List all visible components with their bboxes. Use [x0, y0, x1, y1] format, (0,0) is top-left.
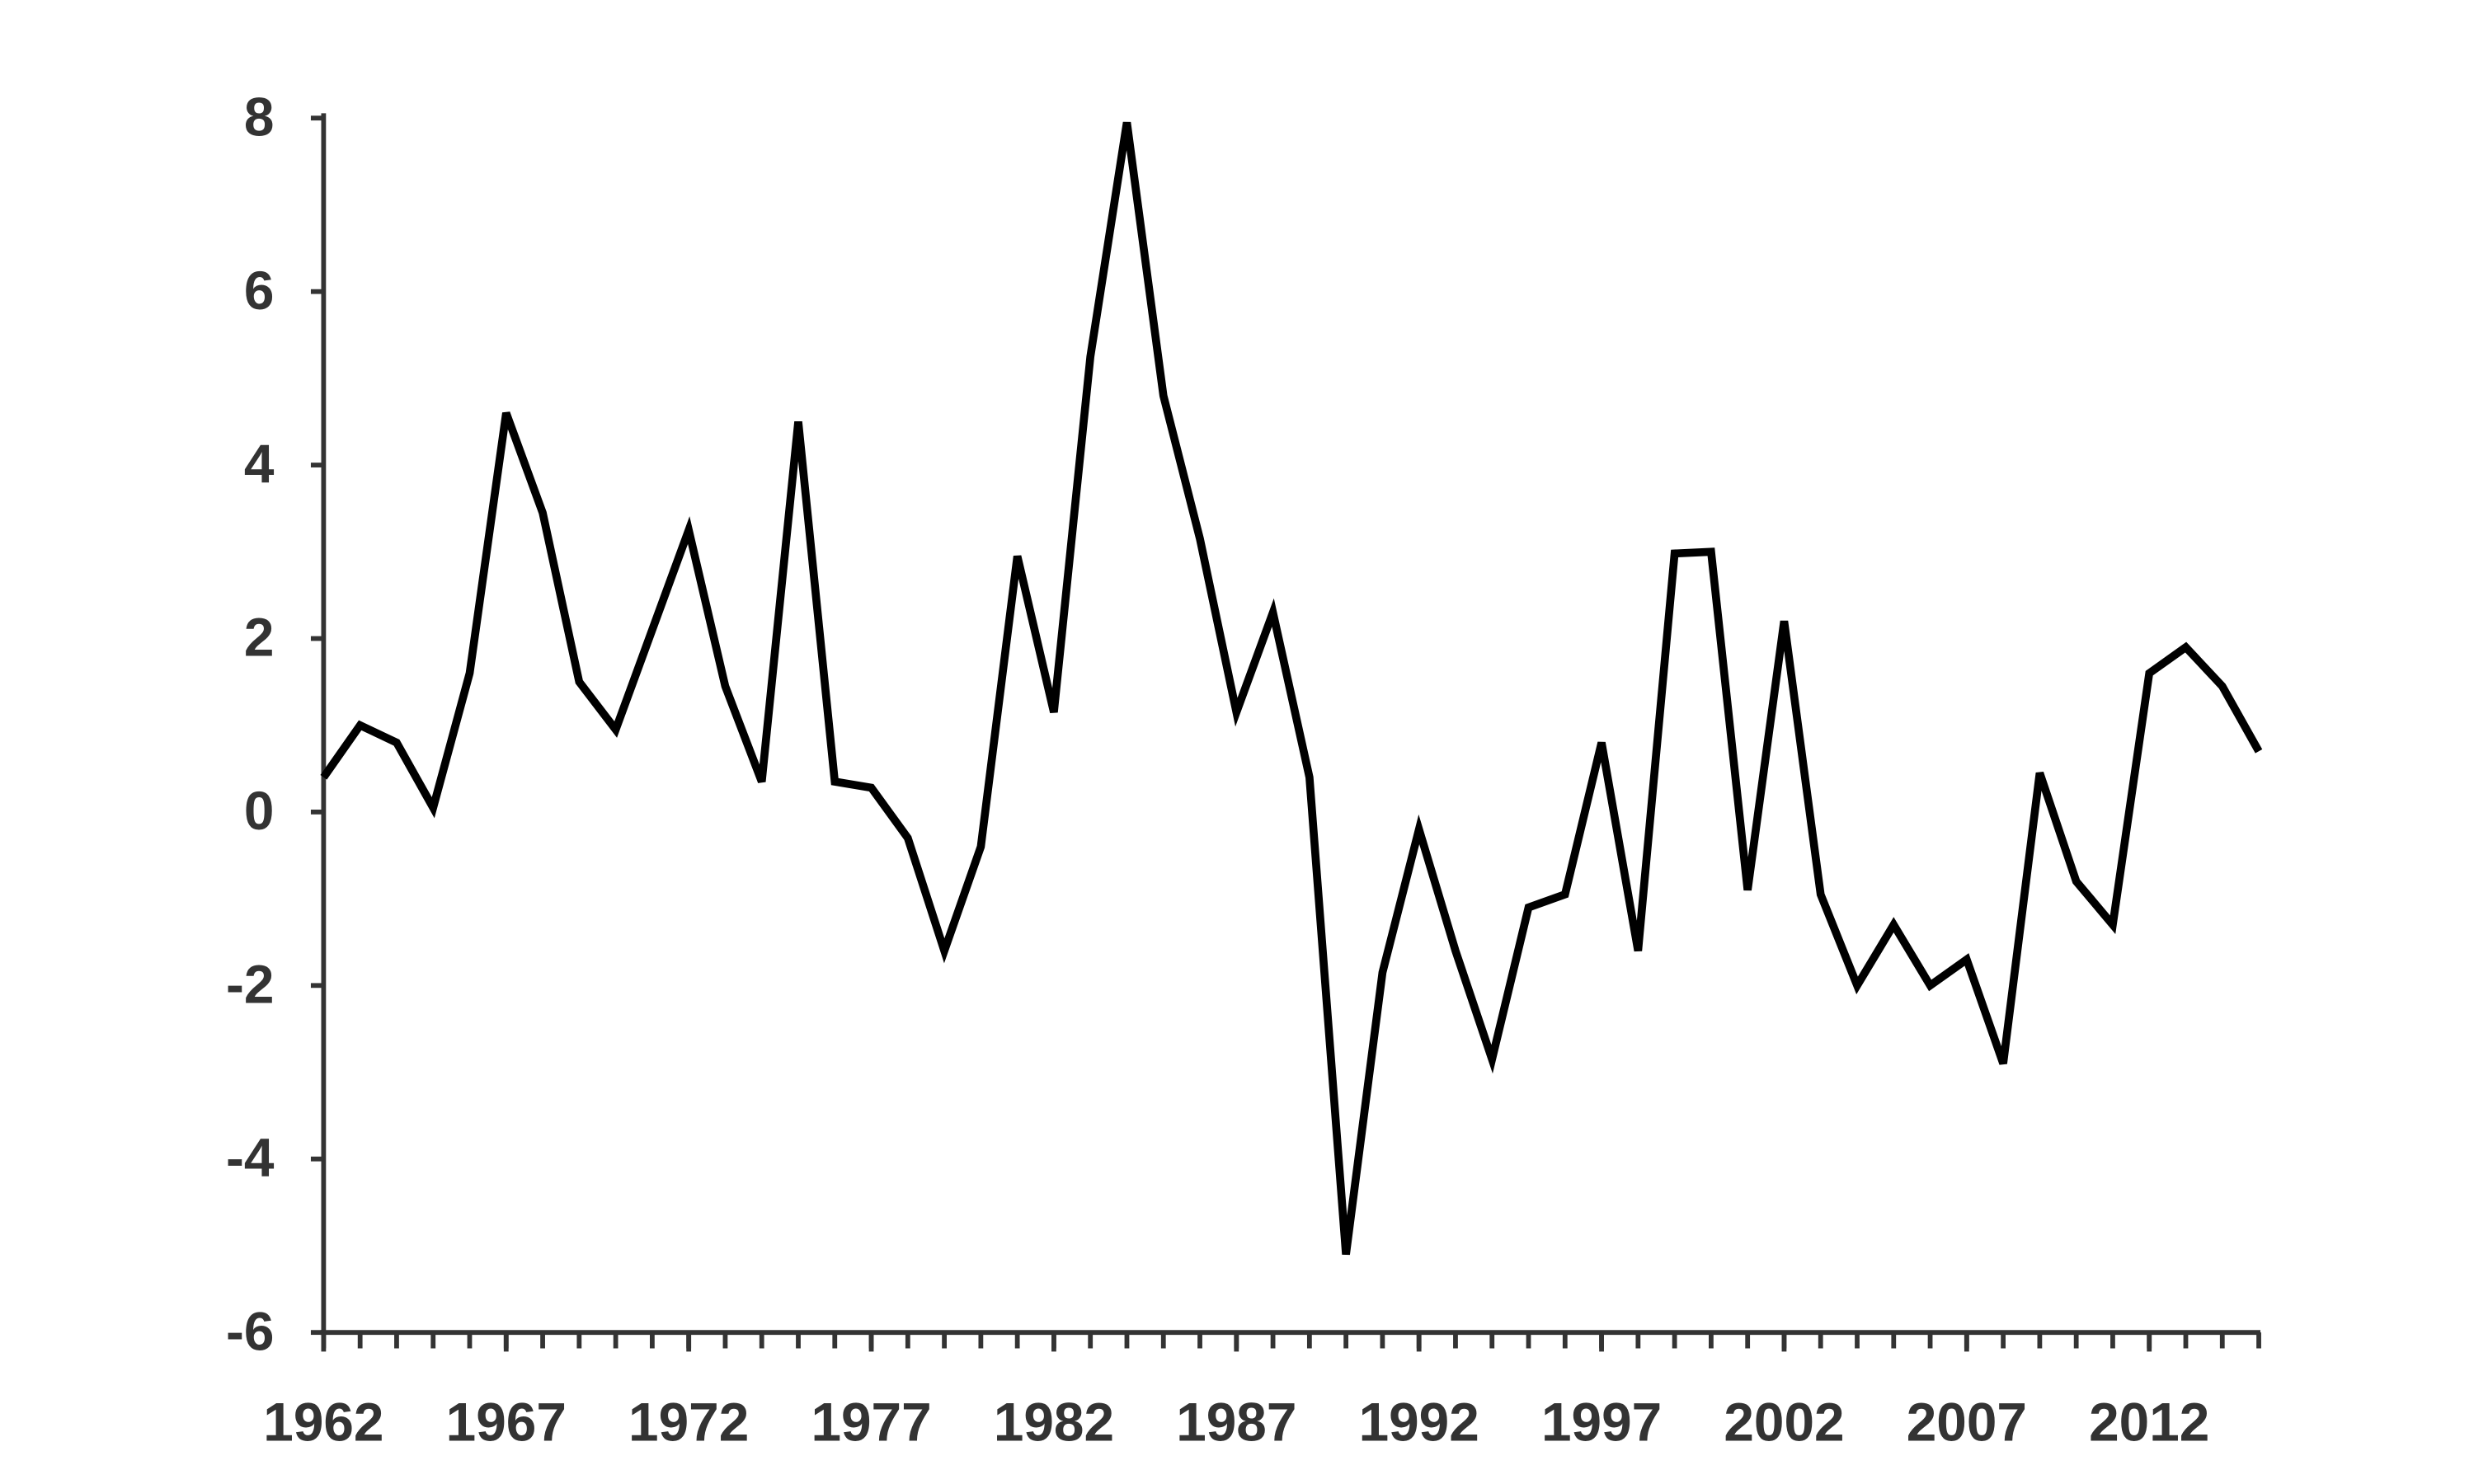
y-tick-label: 2	[244, 608, 275, 668]
x-tick-label: 2007	[1907, 1392, 2027, 1453]
x-tick-label: 1982	[994, 1392, 1114, 1453]
y-tick-label: -4	[226, 1128, 275, 1188]
x-tick-label: 1967	[446, 1392, 567, 1453]
line	[320, 121, 2263, 1256]
y-tick-label: 0	[244, 781, 275, 841]
x-tick-label: 1977	[811, 1392, 931, 1453]
y-tick-label: 6	[244, 261, 275, 321]
x-tick-label: 1987	[1176, 1392, 1296, 1453]
y-tick-label: 8	[244, 87, 275, 147]
x-tick-label: 2002	[1724, 1392, 1844, 1453]
x-tick-label: 1992	[1359, 1392, 1479, 1453]
y-tick-label: -6	[226, 1301, 274, 1361]
x-tick-label: 1997	[1541, 1392, 1662, 1453]
y-tick-label: 4	[244, 434, 275, 494]
y-tick-label: -2	[226, 955, 274, 1015]
x-tick-label: 1972	[628, 1392, 749, 1453]
x-tick-label: 2012	[2089, 1392, 2209, 1453]
x-tick-label: 1962	[263, 1392, 383, 1453]
